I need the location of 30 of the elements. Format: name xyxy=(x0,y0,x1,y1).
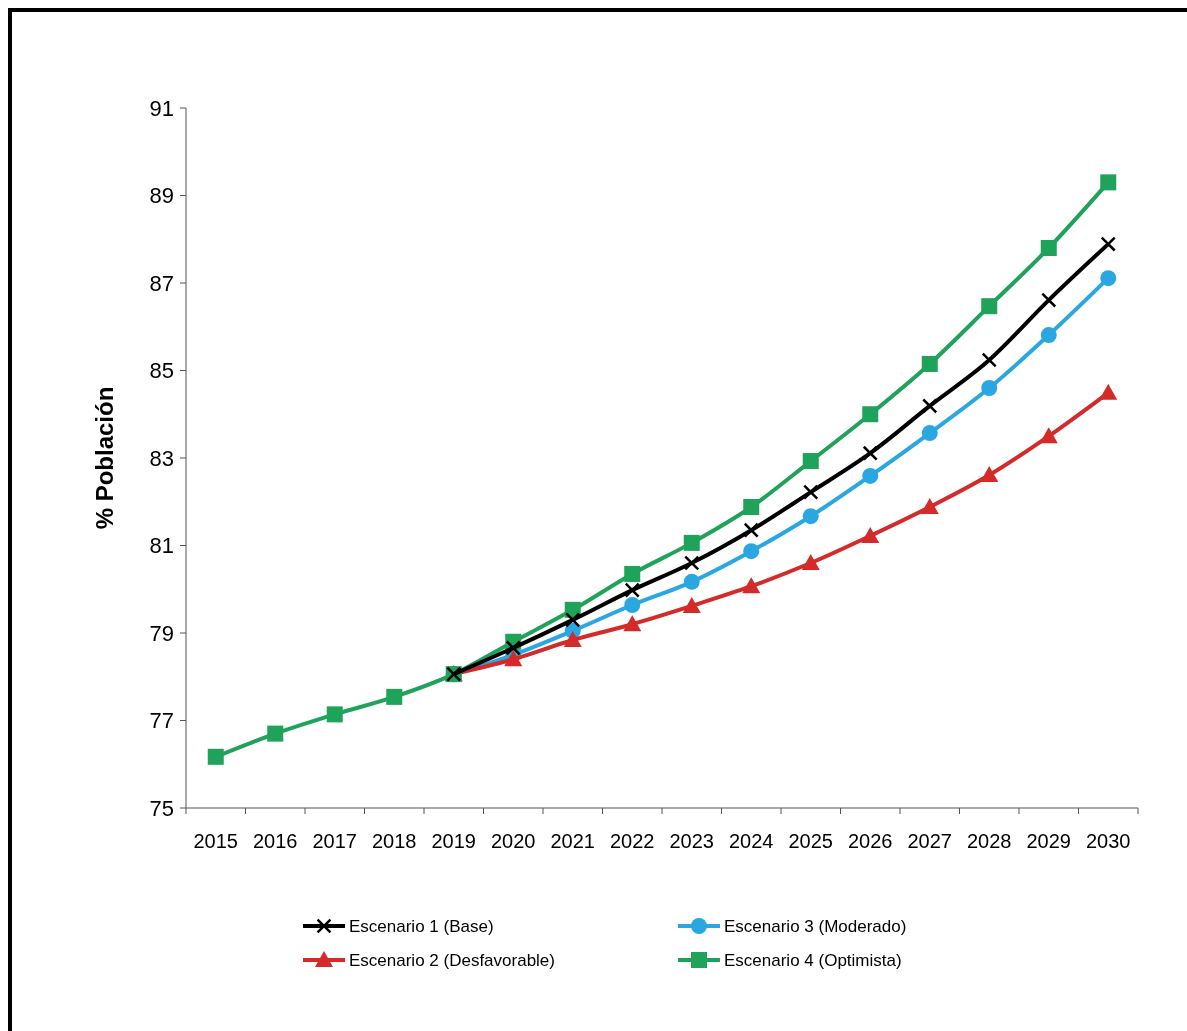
y-tick-label: 87 xyxy=(149,270,174,296)
legend-label: Escenario 2 (Desfavorable) xyxy=(349,950,555,970)
y-tick-label: 83 xyxy=(149,445,174,471)
y-axis-title: % Población xyxy=(91,386,118,530)
y-tick-label: 75 xyxy=(149,795,174,821)
x-tick-label: 2028 xyxy=(967,830,1012,852)
x-tick-label: 2029 xyxy=(1026,830,1071,852)
y-tick-label: 79 xyxy=(149,620,174,646)
x-tick-label: 2021 xyxy=(550,830,595,852)
x-tick-label: 2023 xyxy=(669,830,714,852)
y-tick-label: 81 xyxy=(149,533,174,559)
x-tick-label: 2022 xyxy=(610,830,655,852)
x-tick-label: 2015 xyxy=(193,830,238,852)
legend-label: Escenario 1 (Base) xyxy=(349,916,494,936)
x-tick-label: 2016 xyxy=(253,830,298,852)
legend-label: Escenario 3 (Moderado) xyxy=(724,916,907,936)
x-tick-label: 2026 xyxy=(848,830,893,852)
y-tick-label: 85 xyxy=(149,358,174,384)
x-tick-label: 2030 xyxy=(1086,830,1131,852)
legend-label: Escenario 4 (Optimista) xyxy=(724,950,902,970)
x-tick-label: 2025 xyxy=(788,830,833,852)
x-tick-label: 2024 xyxy=(729,830,774,852)
x-tick-label: 2019 xyxy=(431,830,476,852)
x-tick-label: 2020 xyxy=(491,830,536,852)
y-tick-label: 89 xyxy=(149,183,174,209)
y-tick-label: 91 xyxy=(149,95,174,121)
y-tick-label: 77 xyxy=(149,708,174,734)
x-tick-label: 2027 xyxy=(907,830,952,852)
x-tick-label: 2017 xyxy=(312,830,357,852)
x-tick-label: 2018 xyxy=(372,830,417,852)
